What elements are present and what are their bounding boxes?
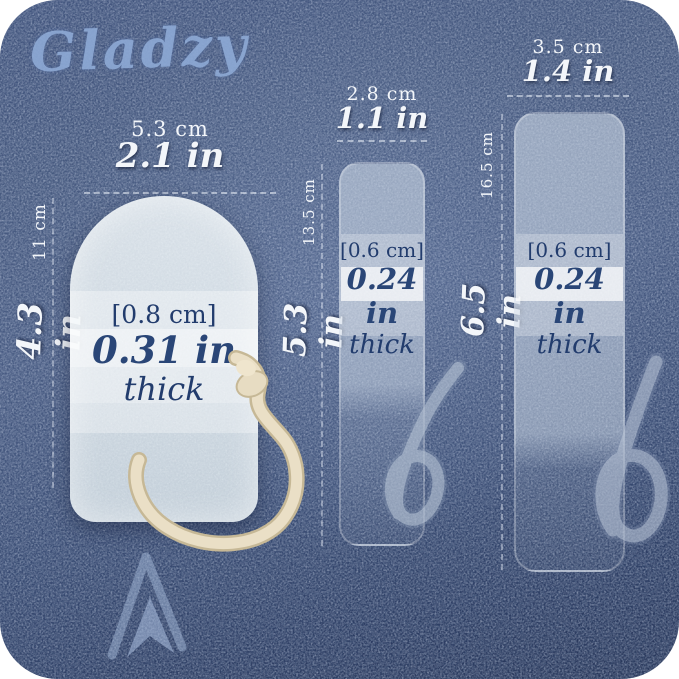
medium-height-in-label: 5.3 in bbox=[277, 302, 351, 358]
large-width-dashed-line bbox=[507, 95, 629, 97]
brand-logo: Gladzy bbox=[28, 12, 251, 85]
large-height-dashed-line bbox=[501, 114, 503, 570]
large-thickness-word-label: thick bbox=[536, 330, 603, 360]
frost-band bbox=[341, 267, 423, 301]
large-thickness-cm-label: [0.6 cm] bbox=[527, 238, 612, 262]
pumice-stone-medium bbox=[339, 162, 425, 546]
frost-band bbox=[516, 234, 623, 267]
small-height-in-label: 4.3 in bbox=[9, 301, 89, 361]
large-height-in-label: 6.5 in bbox=[455, 282, 529, 338]
large-width-in-label: 1.4 in bbox=[521, 54, 615, 88]
small-width-dashed-line bbox=[84, 192, 276, 194]
small-thickness-word-label: thick bbox=[123, 370, 205, 408]
small-width-in-label: 2.1 in bbox=[115, 136, 225, 176]
medium-width-in-label: 1.1 in bbox=[335, 101, 429, 135]
large-thickness-callout: [0.6 cm] 0.24 in thick bbox=[517, 238, 622, 361]
large-width-cm-label: 3.5 cm bbox=[532, 36, 604, 58]
small-height-cm-label: 11 cm bbox=[30, 203, 50, 261]
large-thickness-in-label: 0.24 in bbox=[534, 262, 605, 330]
medium-width-cm-label: 2.8 cm bbox=[346, 83, 418, 105]
medium-thickness-word-label: thick bbox=[349, 330, 415, 360]
frost-band bbox=[516, 267, 623, 301]
frost-band bbox=[341, 234, 423, 267]
medium-thickness-callout: [0.6 cm] 0.24 in thick bbox=[332, 238, 432, 361]
large-height-cm-label: 16.5 cm bbox=[478, 131, 496, 199]
medium-height-cm-label: 13.5 cm bbox=[300, 178, 318, 246]
medium-width-dashed-line bbox=[337, 140, 427, 142]
medium-height-dashed-line bbox=[321, 164, 323, 546]
medium-thickness-in-label: 0.24 in bbox=[346, 262, 418, 330]
small-thickness-cm-label: [0.8 cm] bbox=[111, 300, 217, 329]
small-thickness-in-label: 0.31 in bbox=[92, 328, 236, 372]
medium-thickness-cm-label: [0.6 cm] bbox=[340, 238, 424, 262]
small-height-dashed-line bbox=[52, 198, 54, 488]
frost-band bbox=[516, 301, 623, 336]
frost-band bbox=[341, 301, 423, 336]
small-thickness-callout: [0.8 cm] 0.31 in thick bbox=[80, 300, 248, 408]
small-width-cm-label: 5.3 cm bbox=[131, 117, 209, 141]
